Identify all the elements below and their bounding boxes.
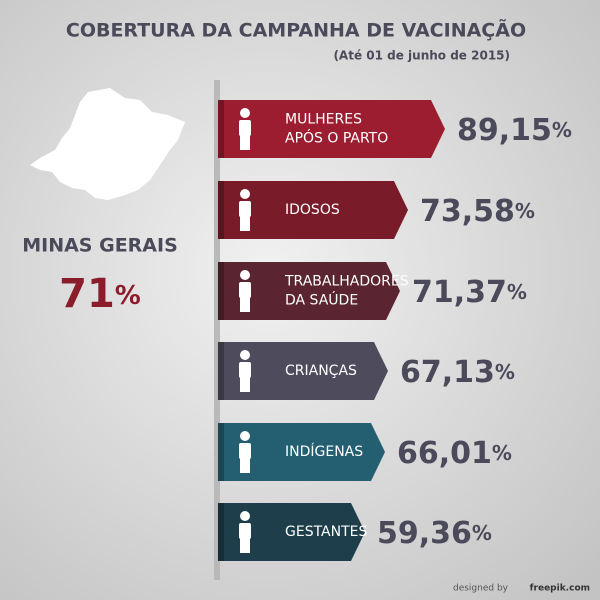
person-head — [240, 350, 250, 360]
ribbon — [218, 342, 388, 400]
person-legs — [240, 377, 250, 392]
person-legs — [240, 458, 250, 473]
unit: % — [472, 521, 492, 545]
region-value: 71% — [59, 271, 141, 317]
ribbon-fold — [218, 100, 224, 158]
item-label: IDOSOS — [285, 202, 340, 218]
person-legs — [240, 297, 250, 312]
person-head — [240, 189, 250, 199]
item-value: 67,13% — [400, 355, 515, 390]
ribbon-fold — [218, 423, 224, 481]
item-label: TRABALHADORES — [284, 274, 409, 290]
person-body — [239, 443, 251, 459]
item-label: DA SAÚDE — [285, 291, 358, 309]
value: 66,01 — [397, 436, 492, 471]
item-label: GESTANTES — [285, 524, 367, 540]
item-value: 89,15% — [457, 113, 572, 148]
ribbon-fold — [218, 342, 224, 400]
unit: % — [552, 118, 572, 142]
item-value: 59,36% — [377, 516, 492, 551]
ribbon — [218, 423, 385, 481]
unit: % — [492, 441, 512, 465]
person-body — [239, 523, 251, 539]
unit: % — [515, 199, 535, 223]
item-label: INDÍGENAS — [285, 443, 363, 460]
person-legs — [240, 216, 250, 231]
unit: % — [507, 280, 527, 304]
person-legs — [240, 135, 250, 150]
person-head — [240, 108, 250, 118]
ribbon — [218, 100, 445, 158]
person-head — [240, 270, 250, 280]
item-value: 66,01% — [397, 436, 512, 471]
brand: freepik.com — [530, 584, 590, 594]
person-body — [239, 282, 251, 298]
person-body — [239, 201, 251, 217]
person-body — [239, 362, 251, 378]
person-head — [240, 431, 250, 441]
subtitle: (Até 01 de junho de 2015) — [333, 49, 510, 63]
unit: % — [115, 281, 141, 311]
title: COBERTURA DA CAMPANHA DE VACINAÇÃO — [66, 18, 526, 42]
unit: % — [495, 360, 515, 384]
ribbon — [218, 181, 408, 239]
value: 59,36 — [377, 516, 472, 551]
ribbon — [218, 262, 400, 320]
item-label: MULHERES — [285, 112, 362, 128]
ribbon-fold — [218, 503, 224, 561]
region-name: MINAS GERAIS — [22, 235, 178, 257]
item-label: APÓS O PARTO — [285, 129, 388, 147]
person-legs — [240, 538, 250, 553]
credit: designed by — [453, 584, 509, 594]
item-value: 71,37% — [412, 275, 527, 310]
item-value: 73,58% — [420, 194, 535, 229]
item-label: CRIANÇAS — [285, 363, 357, 379]
ribbon-fold — [218, 181, 224, 239]
person-head — [240, 511, 250, 521]
value: 71 — [59, 271, 115, 317]
state-map — [30, 88, 185, 200]
person-body — [239, 120, 251, 136]
divider — [214, 80, 220, 580]
value: 73,58 — [420, 194, 515, 229]
value: 67,13 — [400, 355, 495, 390]
ribbon — [218, 503, 365, 561]
value: 89,15 — [457, 113, 552, 148]
value: 71,37 — [412, 275, 507, 310]
ribbon-fold — [218, 262, 224, 320]
